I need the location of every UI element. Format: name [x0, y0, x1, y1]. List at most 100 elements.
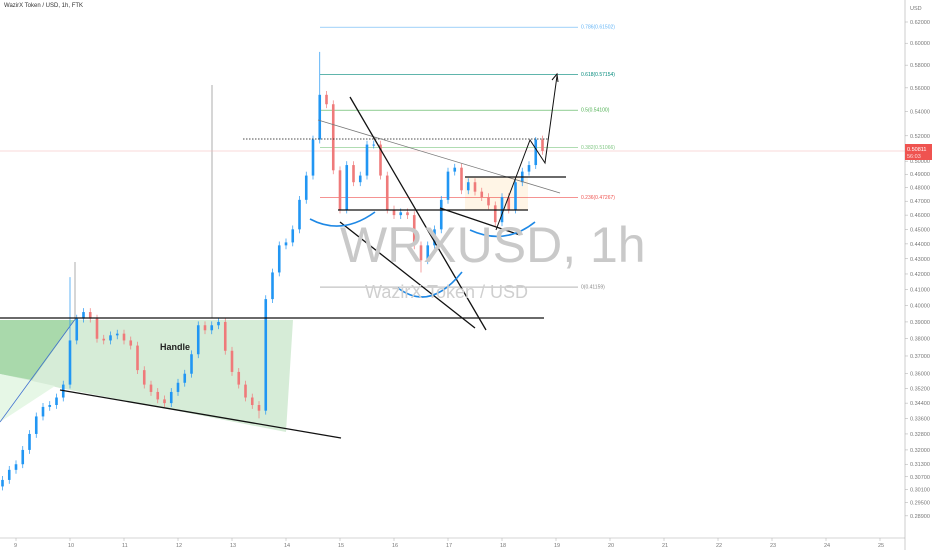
time-tick-label: 19 [554, 543, 560, 549]
candle-body [142, 370, 146, 385]
price-tick-label: 0.29500 [910, 501, 930, 507]
candle-body [385, 175, 389, 210]
last-price-tag: 0.50811 56:03 [905, 144, 932, 160]
time-tick-label: 16 [392, 543, 398, 549]
candle-body [149, 384, 153, 392]
time-tick-label: 10 [68, 543, 74, 549]
candle-body [7, 469, 11, 480]
price-tick-label: 0.43000 [910, 257, 930, 263]
candle-body [68, 340, 72, 385]
candle [7, 465, 11, 484]
time-tick-label: 15 [338, 543, 344, 549]
price-tick-label: 0.35200 [910, 386, 930, 392]
candle [298, 195, 301, 234]
candle [487, 193, 490, 210]
candle [122, 329, 126, 345]
candle-body [28, 433, 31, 450]
price-tick-label: 0.60000 [910, 41, 930, 47]
candle-body [507, 197, 511, 210]
candle-body [365, 144, 369, 176]
candle [129, 336, 133, 350]
candle [237, 368, 241, 389]
candle-body [237, 371, 241, 385]
candle-body [136, 345, 139, 371]
arc-right [469, 221, 536, 238]
candle [514, 178, 517, 214]
candle [392, 205, 396, 220]
candle [372, 140, 376, 149]
price-tick-label: 0.58000 [910, 63, 930, 69]
candle [190, 350, 193, 378]
candle-body [352, 165, 355, 183]
descending-trendline [317, 119, 561, 194]
arc-left [309, 211, 376, 227]
candle [156, 388, 160, 404]
candle [95, 314, 99, 343]
candle [527, 161, 531, 176]
time-axis-ticks: 9 10 11 12 13 14 15 16 17 18 19 20 21 22 23 24 25 [14, 538, 884, 549]
candle-body [473, 182, 477, 192]
candle [325, 90, 328, 109]
candle-body [176, 382, 180, 392]
time-tick-label: 12 [176, 543, 182, 549]
candle-body [109, 335, 112, 341]
candle-body [250, 397, 254, 406]
candle-body [210, 325, 214, 331]
candle [365, 140, 369, 180]
price-tick-label: 0.32800 [910, 432, 930, 438]
candle [433, 225, 436, 250]
candle [419, 241, 423, 273]
time-tick-label: 11 [122, 543, 128, 549]
candle [534, 137, 538, 169]
candle [271, 268, 274, 304]
candle [210, 321, 214, 335]
watermark-symbol: WRXUSD, 1h [340, 217, 646, 273]
candle [473, 178, 477, 196]
currency-label: USD [910, 6, 922, 12]
candle [291, 225, 295, 247]
candle [14, 460, 18, 474]
candle [163, 395, 166, 408]
candle [21, 446, 25, 469]
candle-body [372, 144, 376, 146]
candle-body [460, 167, 463, 191]
candle-body [284, 242, 288, 246]
candle-body [453, 167, 457, 172]
candle [48, 401, 52, 411]
candle-body [291, 229, 295, 243]
candle-body [196, 325, 200, 355]
time-tick-label: 22 [716, 543, 722, 549]
fib-level-label: 0.786(0.61502) [581, 25, 615, 31]
candle-body [230, 350, 234, 372]
candle-body [419, 245, 423, 261]
candle [412, 211, 416, 250]
candle [1, 476, 4, 491]
arrow-head-icon [551, 72, 559, 83]
candle-body [41, 406, 45, 417]
candle [183, 369, 187, 387]
candle [55, 393, 58, 409]
time-tick-label: 24 [824, 543, 830, 549]
candle-body [14, 464, 18, 470]
fib-level-label: 0.5(0.54100) [581, 108, 610, 114]
fib-level-label: 0.236(0.47267) [581, 195, 615, 201]
handle-support-line [59, 389, 342, 439]
candle-body [446, 171, 450, 200]
price-tick-label: 0.62000 [910, 20, 930, 26]
candle-body [304, 175, 308, 200]
candle [264, 295, 268, 415]
candle-body [466, 182, 470, 191]
candle [109, 331, 112, 345]
candle [358, 171, 362, 187]
time-tick-label: 9 [14, 543, 17, 549]
candle [493, 201, 497, 227]
candle [446, 167, 450, 204]
candle [115, 329, 119, 340]
price-tick-label: 0.38000 [910, 337, 930, 343]
price-tick-label: 0.54000 [910, 109, 930, 115]
price-tick-label: 0.33600 [910, 416, 930, 422]
drawings[interactable] [0, 72, 566, 439]
candle-body [399, 212, 403, 216]
candle [439, 195, 443, 234]
